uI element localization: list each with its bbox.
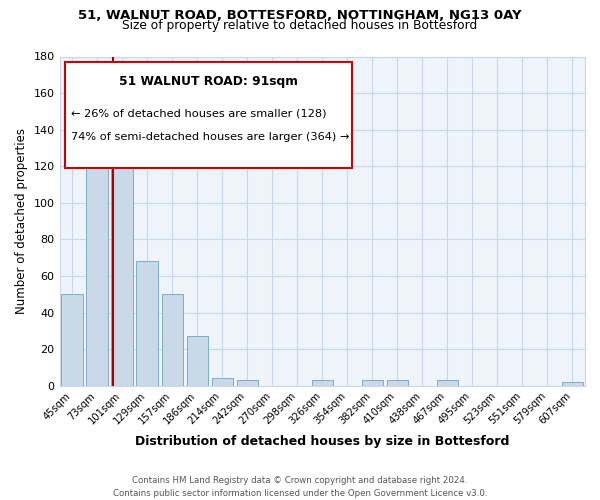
Bar: [311, 380, 333, 386]
Text: 51 WALNUT ROAD: 91sqm: 51 WALNUT ROAD: 91sqm: [119, 75, 298, 88]
Text: ← 26% of detached houses are smaller (128): ← 26% of detached houses are smaller (12…: [71, 108, 326, 118]
Text: 51, WALNUT ROAD, BOTTESFORD, NOTTINGHAM, NG13 0AY: 51, WALNUT ROAD, BOTTESFORD, NOTTINGHAM,…: [78, 9, 522, 22]
Bar: [387, 380, 408, 386]
Text: 74% of semi-detached houses are larger (364) →: 74% of semi-detached houses are larger (…: [71, 132, 349, 142]
Bar: [86, 128, 108, 386]
Bar: [112, 120, 133, 386]
Bar: [61, 294, 83, 386]
Bar: [212, 378, 233, 386]
Bar: [562, 382, 583, 386]
Bar: [362, 380, 383, 386]
Bar: [437, 380, 458, 386]
Bar: [236, 380, 258, 386]
Text: Contains HM Land Registry data © Crown copyright and database right 2024.
Contai: Contains HM Land Registry data © Crown c…: [113, 476, 487, 498]
Y-axis label: Number of detached properties: Number of detached properties: [15, 128, 28, 314]
Bar: [136, 262, 158, 386]
Bar: [187, 336, 208, 386]
X-axis label: Distribution of detached houses by size in Bottesford: Distribution of detached houses by size …: [135, 434, 509, 448]
Text: Size of property relative to detached houses in Bottesford: Size of property relative to detached ho…: [122, 18, 478, 32]
Bar: [161, 294, 183, 386]
